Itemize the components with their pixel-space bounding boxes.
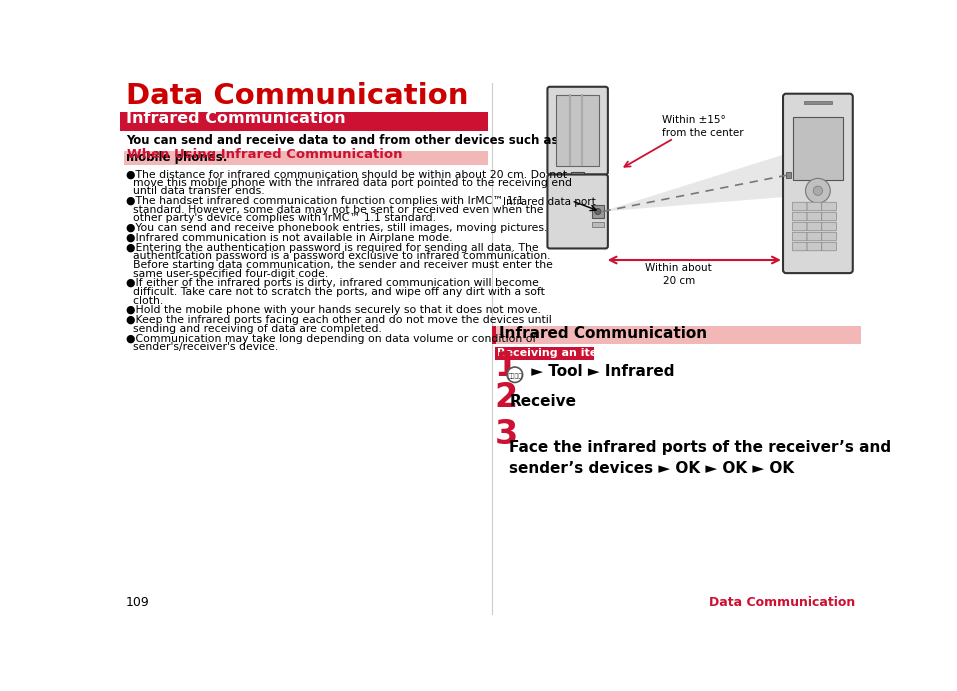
Bar bbox=[495, 347, 594, 360]
Text: move this mobile phone with the infrared data port pointed to the receiving end: move this mobile phone with the infrared… bbox=[125, 178, 572, 188]
FancyBboxPatch shape bbox=[807, 223, 822, 231]
FancyBboxPatch shape bbox=[792, 212, 807, 220]
Text: ●Communication may take long depending on data volume or condition of: ●Communication may take long depending o… bbox=[125, 334, 536, 343]
Bar bbox=[492, 326, 861, 344]
Bar bbox=[793, 117, 843, 180]
Circle shape bbox=[813, 186, 823, 196]
Text: Before starting data communication, the sender and receiver must enter the: Before starting data communication, the … bbox=[125, 260, 553, 270]
Text: sender's/receiver's device.: sender's/receiver's device. bbox=[125, 342, 278, 352]
Text: Infrared Communication: Infrared Communication bbox=[125, 111, 345, 126]
Text: ●You can send and receive phonebook entries, still images, moving pictures.: ●You can send and receive phonebook entr… bbox=[125, 223, 547, 234]
Text: Receiving an item: Receiving an item bbox=[497, 348, 609, 358]
Text: 109: 109 bbox=[125, 596, 149, 609]
Text: standard. However, some data may not be sent or received even when the: standard. However, some data may not be … bbox=[125, 205, 544, 215]
FancyBboxPatch shape bbox=[547, 87, 608, 175]
Circle shape bbox=[806, 178, 831, 203]
Text: authentication password is a password exclusive to infrared communication.: authentication password is a password ex… bbox=[125, 252, 550, 261]
Text: ●Hold the mobile phone with your hands securely so that it does not move.: ●Hold the mobile phone with your hands s… bbox=[125, 305, 541, 316]
FancyBboxPatch shape bbox=[822, 243, 836, 251]
Text: difficult. Take care not to scratch the ports, and wipe off any dirt with a soft: difficult. Take care not to scratch the … bbox=[125, 287, 545, 297]
Text: ●Keep the infrared ports facing each other and do not move the devices until: ●Keep the infrared ports facing each oth… bbox=[125, 315, 551, 325]
FancyBboxPatch shape bbox=[792, 232, 807, 240]
FancyBboxPatch shape bbox=[792, 243, 807, 251]
FancyBboxPatch shape bbox=[807, 212, 822, 220]
FancyBboxPatch shape bbox=[807, 202, 822, 211]
Text: 1: 1 bbox=[495, 350, 518, 384]
Bar bbox=[556, 95, 599, 166]
Text: Data Communication: Data Communication bbox=[125, 82, 468, 110]
FancyBboxPatch shape bbox=[792, 223, 807, 231]
Text: Within ±15°
from the center: Within ±15° from the center bbox=[662, 115, 744, 138]
Text: Face the infrared ports of the receiver’s and
sender’s devices ► OK ► OK ► OK: Face the infrared ports of the receiver’… bbox=[509, 440, 892, 476]
FancyBboxPatch shape bbox=[792, 202, 807, 211]
Text: 2: 2 bbox=[495, 381, 518, 414]
Text: other party's device complies with IrMC™ 1.1 standard.: other party's device complies with IrMC™… bbox=[125, 214, 435, 223]
FancyBboxPatch shape bbox=[547, 175, 608, 249]
Text: When Using Infrared Communication: When Using Infrared Communication bbox=[127, 149, 403, 162]
Text: cloth.: cloth. bbox=[125, 296, 163, 305]
Text: until data transfer ends.: until data transfer ends. bbox=[125, 187, 264, 196]
FancyBboxPatch shape bbox=[822, 202, 836, 211]
Text: Data Communication: Data Communication bbox=[709, 596, 856, 609]
Text: メニュー: メニュー bbox=[507, 373, 523, 379]
Text: ► Tool ► Infrared: ► Tool ► Infrared bbox=[525, 363, 675, 379]
Text: You can send and receive data to and from other devices such as
mobile phones.: You can send and receive data to and fro… bbox=[125, 134, 558, 164]
Text: ●If either of the infrared ports is dirty, infrared communication will become: ●If either of the infrared ports is dirt… bbox=[125, 278, 539, 288]
Bar bbox=[786, 172, 790, 178]
FancyBboxPatch shape bbox=[822, 223, 836, 231]
Text: ●The handset infrared communication function complies with IrMC™ 1.1: ●The handset infrared communication func… bbox=[125, 196, 523, 206]
Polygon shape bbox=[603, 154, 786, 211]
Bar bbox=[492, 326, 496, 344]
Text: ●Infrared communication is not available in Airplane mode.: ●Infrared communication is not available… bbox=[125, 233, 453, 243]
FancyBboxPatch shape bbox=[822, 212, 836, 220]
FancyBboxPatch shape bbox=[783, 94, 853, 273]
Text: Infrared data port: Infrared data port bbox=[503, 197, 596, 207]
Text: sending and receiving of data are completed.: sending and receiving of data are comple… bbox=[125, 324, 382, 334]
Text: Infrared Communication: Infrared Communication bbox=[500, 326, 707, 341]
Text: 3: 3 bbox=[495, 418, 518, 451]
FancyBboxPatch shape bbox=[822, 232, 836, 240]
FancyBboxPatch shape bbox=[807, 243, 822, 251]
Text: same user-specified four-digit code.: same user-specified four-digit code. bbox=[125, 269, 328, 278]
Circle shape bbox=[507, 367, 523, 382]
FancyBboxPatch shape bbox=[807, 232, 822, 240]
Bar bbox=[804, 101, 832, 104]
Text: ●Entering the authentication password is required for sending all data. The: ●Entering the authentication password is… bbox=[125, 243, 539, 253]
Bar bbox=[120, 112, 488, 131]
Bar bbox=[591, 223, 604, 227]
Text: Receive: Receive bbox=[509, 395, 576, 409]
Text: ●The distance for infrared communication should be within about 20 cm. Do not: ●The distance for infrared communication… bbox=[125, 169, 567, 179]
Bar bbox=[591, 205, 604, 218]
Circle shape bbox=[594, 209, 601, 215]
Bar bbox=[123, 151, 488, 165]
Text: Within about
20 cm: Within about 20 cm bbox=[645, 263, 712, 286]
Bar bbox=[571, 172, 584, 177]
